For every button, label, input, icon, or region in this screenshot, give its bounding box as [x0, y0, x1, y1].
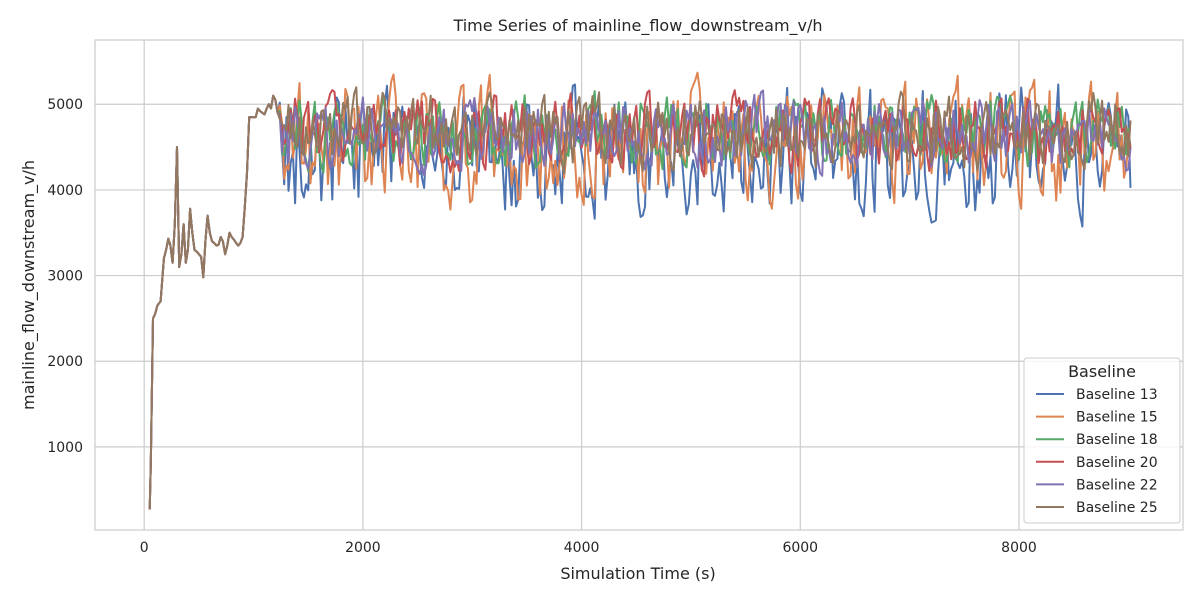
y-axis-label: mainline_flow_downstream_v/h — [19, 160, 39, 410]
plot-frame — [94, 39, 1184, 531]
legend-title: Baseline — [1068, 362, 1136, 381]
tick-labels: 0 2000 4000 6000 8000 1000 2000 3000 4000 5000 — [47, 97, 1036, 556]
y-tick-label: 5000 — [47, 97, 83, 113]
legend-entry: Baseline 20 — [1076, 455, 1158, 471]
x-tick-label: 4000 — [564, 540, 600, 556]
y-tick-label: 4000 — [47, 183, 83, 199]
series-line-baseline-25 — [148, 86, 1132, 510]
legend-entry: Baseline 22 — [1076, 477, 1158, 493]
x-tick-label: 2000 — [345, 540, 381, 556]
y-tick-label: 1000 — [47, 440, 83, 456]
series-lines — [148, 71, 1132, 510]
series-line-baseline-18 — [148, 90, 1132, 510]
series-line-baseline-15 — [148, 71, 1132, 510]
x-tick-label: 0 — [140, 540, 149, 556]
y-tick-label: 3000 — [47, 269, 83, 285]
legend-entry: Baseline 15 — [1076, 410, 1158, 426]
legend-entry: Baseline 25 — [1076, 500, 1158, 516]
legend-entry: Baseline 13 — [1076, 387, 1158, 403]
legend-entry: Baseline 18 — [1076, 432, 1158, 448]
legend: Baseline Baseline 13 Baseline 15 Baseline 1… — [1023, 357, 1181, 524]
legend-frame — [1023, 357, 1181, 524]
series-line-baseline-13 — [148, 83, 1132, 510]
x-axis-label: Simulation Time (s) — [560, 564, 715, 583]
x-tick-label: 6000 — [782, 540, 818, 556]
chart-title: Time Series of mainline_flow_downstream_… — [452, 16, 822, 36]
y-tick-label: 2000 — [47, 354, 83, 370]
x-tick-label: 8000 — [1001, 540, 1037, 556]
